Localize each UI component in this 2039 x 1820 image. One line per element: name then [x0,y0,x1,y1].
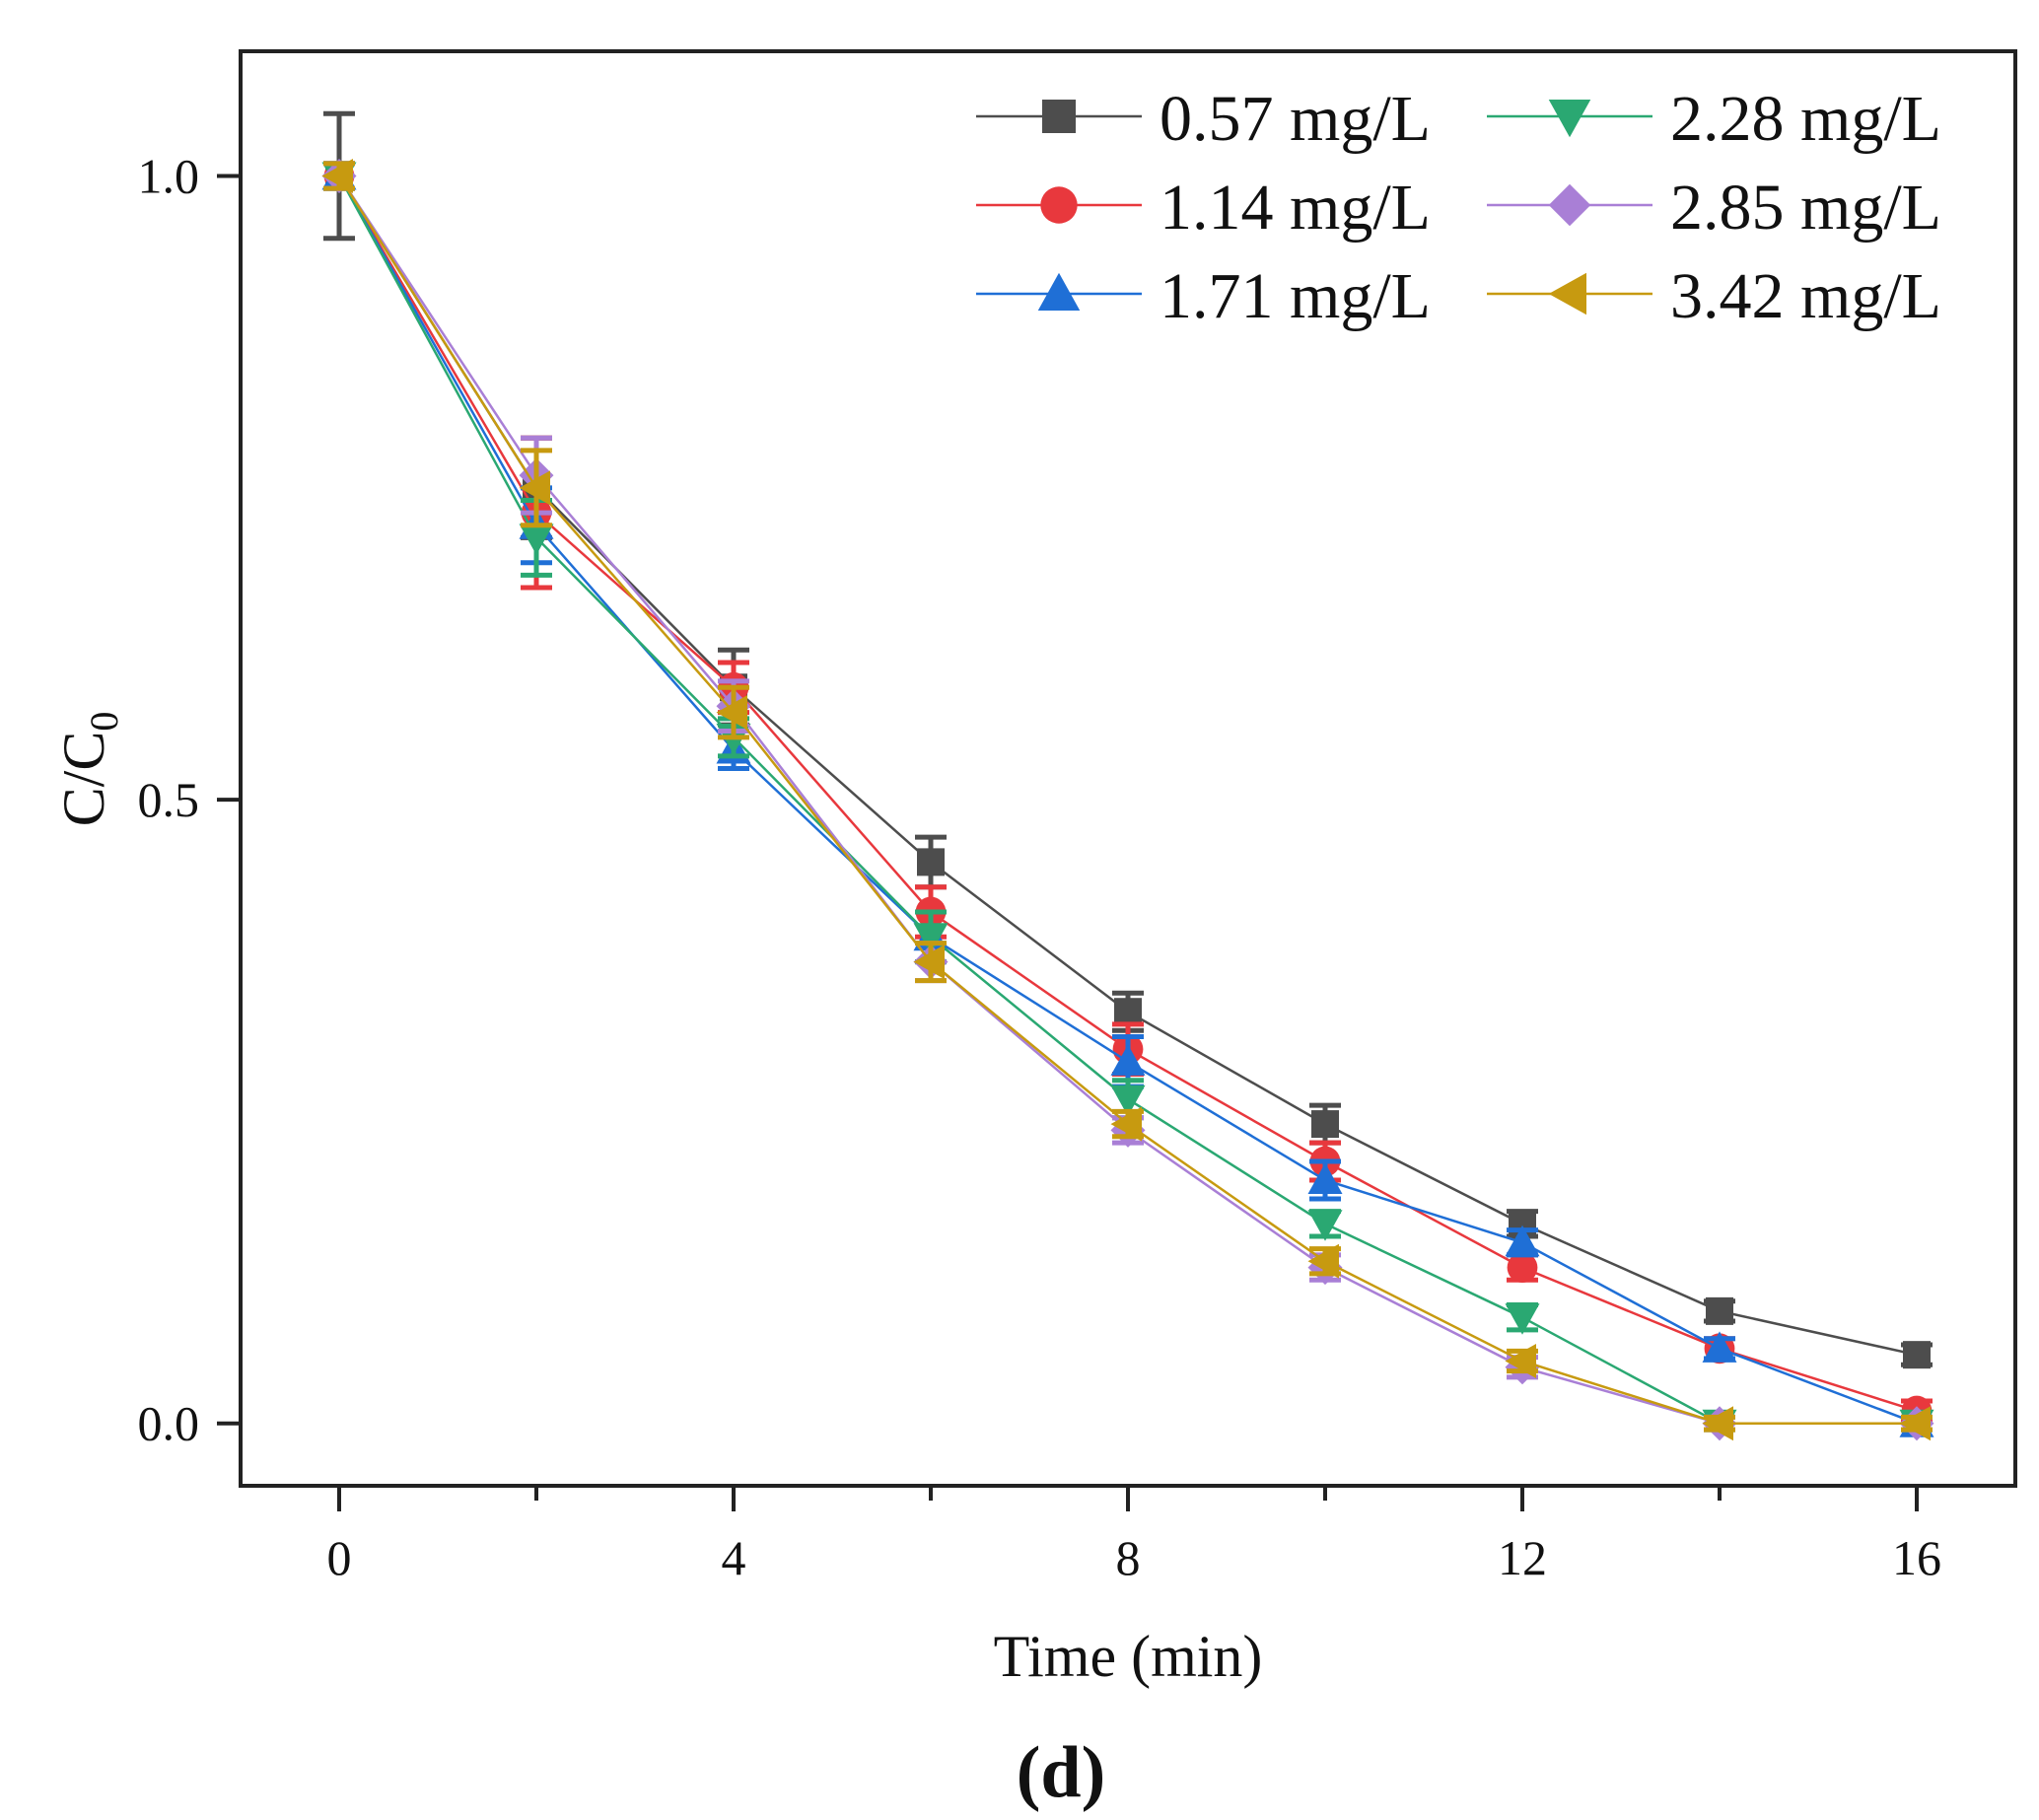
series-1 [323,161,1933,1427]
data-point [1899,1406,1931,1441]
y-axis-title-main: C/C [51,732,116,827]
data-point [1702,1331,1737,1363]
legend-item: 1.14 mg/L [976,172,1431,244]
data-point [1110,1044,1146,1076]
series-2 [321,159,1934,1437]
data-point [1505,1303,1540,1335]
series-line [337,175,1918,1357]
x-axis-title: Time (min) [994,1624,1263,1689]
data-point [1903,1341,1931,1369]
x-tick-label: 12 [1498,1530,1547,1585]
data-point [1114,998,1142,1026]
y-tick-label: 0.0 [138,1396,200,1451]
x-tick-label: 4 [722,1530,746,1585]
y-tick-label: 0.5 [138,772,200,827]
x-tick-label: 8 [1116,1530,1141,1585]
series-4 [321,159,1934,1441]
legend-marker [1042,100,1076,133]
data-point [1505,1225,1540,1257]
series-line [337,175,1918,1425]
data-point [1110,1085,1146,1117]
data-point [1702,1406,1733,1441]
data-point [519,524,554,555]
x-tick-label: 0 [327,1530,352,1585]
legend-item: 2.28 mg/L [1487,83,1941,155]
legend: 0.57 mg/L 1.14 mg/L 1.71 mg/L 2.28 mg/L 2.85… [976,83,1941,332]
legend-label: 0.57 mg/L [1160,83,1431,155]
y-tick-label: 1.0 [138,149,200,204]
series-line [337,175,1917,1425]
data-point [1311,1110,1339,1139]
data-point [1505,1343,1536,1378]
data-point [913,945,945,980]
x-axis: 0 4 8 12 16 [327,1486,1941,1585]
data-point [1307,1210,1343,1241]
legend-label: 3.42 mg/L [1670,260,1941,332]
data-point [1110,1106,1142,1142]
legend-marker [1548,183,1591,227]
series-line [337,175,1917,1425]
data-point [1706,1296,1733,1325]
x-tick-label: 16 [1892,1530,1941,1585]
y-axis-title-subscript: 0 [82,712,126,732]
legend-label: 2.85 mg/L [1670,172,1941,244]
data-point [913,923,949,954]
data-point [1507,1252,1538,1283]
data-point [716,695,747,731]
legend-item: 3.42 mg/L [1487,260,1941,332]
data-point [321,159,353,194]
legend-label: 1.71 mg/L [1160,260,1431,332]
data-point [1307,1243,1339,1279]
legend-item: 2.85 mg/L [1487,172,1941,244]
legend-marker [1037,272,1081,311]
series-5 [321,159,1933,1441]
data-point [519,470,550,506]
data-point [917,848,945,876]
legend-label: 1.14 mg/L [1160,172,1431,244]
y-axis-title: C/C0 [51,712,126,827]
legend-marker [1040,186,1078,224]
series-line [337,175,1918,1413]
legend-item: 0.57 mg/L [976,83,1431,155]
y-axis: 0.0 0.5 1.0 [138,149,241,1451]
series-layer [321,110,1934,1441]
legend-label: 2.28 mg/L [1670,83,1941,155]
legend-marker [1548,100,1591,138]
series-3 [321,161,1934,1441]
legend-item: 1.71 mg/L [976,260,1431,332]
data-point [1307,1162,1343,1195]
series-line [337,175,1917,1425]
legend-marker [1548,272,1586,315]
panel-label: (d) [1017,1732,1105,1813]
